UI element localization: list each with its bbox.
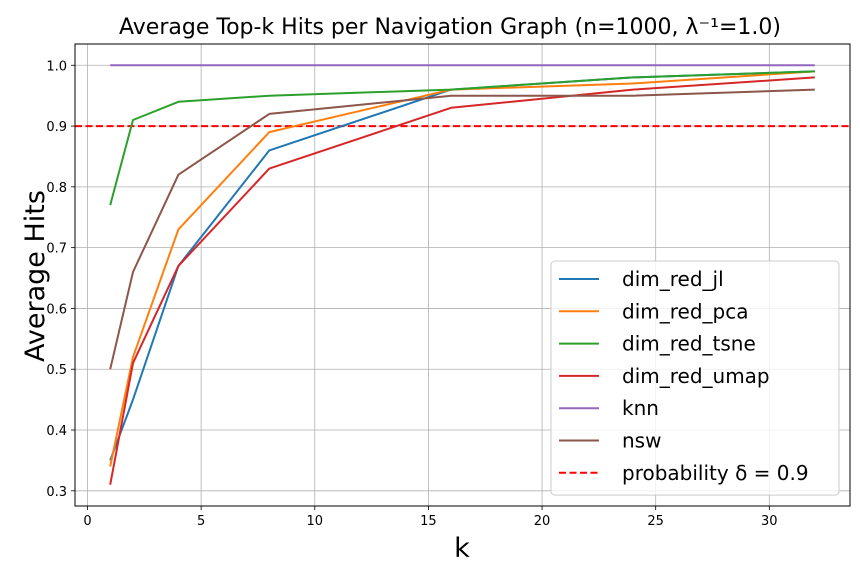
legend-label: dim_red_jl (622, 267, 724, 291)
x-tick-label: 5 (197, 514, 205, 529)
series-line-nsw (109, 88, 815, 370)
legend-label: knn (622, 396, 659, 420)
y-tick-label: 0.3 (46, 485, 67, 500)
legend-label: dim_red_tsne (622, 332, 756, 356)
legend-label: dim_red_pca (622, 299, 748, 323)
x-tick-label: 10 (306, 514, 323, 529)
legend-label: dim_red_umap (622, 364, 770, 388)
series-line-dim-red-tsne (109, 70, 815, 206)
y-tick-label: 0.4 (46, 424, 67, 439)
series-line-dim-red-umap (109, 76, 815, 485)
chart-title: Average Top-k Hits per Navigation Graph … (119, 15, 781, 40)
legend-label: nsw (622, 429, 661, 453)
x-tick-label: 0 (83, 514, 91, 529)
series-line-dim-red-pca (109, 70, 815, 467)
y-tick-label: 0.5 (46, 363, 67, 378)
series-layer (109, 64, 815, 485)
y-tick-label: 0.8 (46, 181, 67, 196)
x-tick-label: 20 (534, 514, 551, 529)
x-tick-label: 25 (647, 514, 664, 529)
x-tick-label: 30 (761, 514, 778, 529)
y-axis-label: Average Hits (20, 190, 51, 362)
x-axis-ticks: 0 5 10 15 20 25 30 (83, 506, 778, 529)
y-axis-ticks: 0.3 0.4 0.5 0.6 0.7 0.8 0.9 1.0 (46, 59, 75, 500)
y-tick-label: 1.0 (46, 59, 67, 74)
legend: dim_red_jl dim_red_pca dim_red_tsne dim_red… (550, 260, 840, 496)
legend-box (550, 260, 840, 496)
plot-frame (74, 43, 851, 507)
y-tick-label: 0.9 (46, 120, 67, 135)
y-tick-label: 0.6 (46, 302, 67, 317)
x-axis-label: k (454, 533, 470, 564)
y-tick-label: 0.7 (46, 242, 67, 257)
x-tick-label: 15 (420, 514, 437, 529)
legend-label: probability δ = 0.9 (622, 461, 809, 485)
